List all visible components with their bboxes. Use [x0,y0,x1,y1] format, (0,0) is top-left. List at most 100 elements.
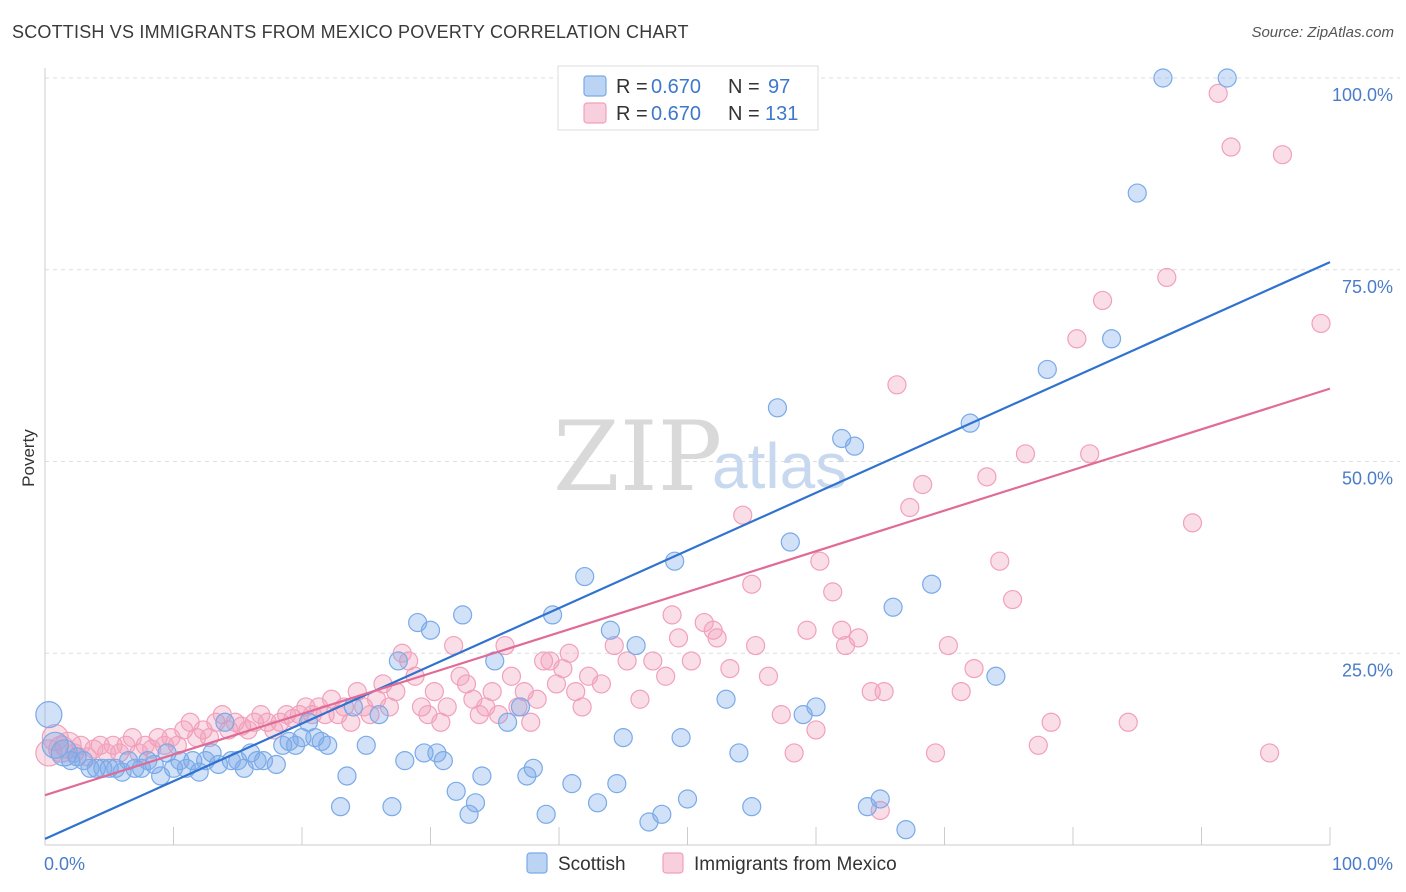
scottish-point-37 [285,735,306,755]
mexico-point-131 [1272,145,1293,165]
scottish-point-83 [767,398,788,418]
scottish-point-70 [587,793,608,813]
chart-source: Source: ZipAtlas.com [1251,24,1394,41]
legend-r-label-mexico: R = [616,103,648,125]
watermark: ZIP atlas [553,401,847,513]
mexico-point-96 [720,658,740,679]
scottish-point-25 [202,743,222,763]
mexico-point-90 [656,666,676,686]
scottish-point-93 [922,574,942,594]
mexico-point-113 [938,635,958,656]
scottish-point-72 [607,774,627,794]
bottom-legend-swatch-scottish [526,852,548,874]
scottish-point-81 [729,743,749,763]
bottom-legend-label-mexico: Immigrants from Mexico [694,854,897,875]
mexico-point-104 [823,582,843,602]
legend-bottom: Scottish Immigrants from Mexico [526,852,897,875]
scottish-point-68 [562,774,582,794]
scottish-point-47 [369,705,389,725]
legend-n-label-scottish: N = [728,76,760,98]
scottish-point-2 [50,739,78,767]
mexico-point-135 [806,720,826,740]
mexico-point-114 [951,681,971,702]
y-tick-label-0: 25.0% [1342,660,1393,680]
scottish-point-84 [780,532,800,552]
scottish-point-74 [626,635,646,656]
x-tick-label-left: 0.0% [44,854,85,874]
scottish-point-50 [395,751,415,771]
scottish-point-66 [536,804,556,824]
mexico-point-130 [1260,743,1280,763]
scottish-point-55 [433,751,453,771]
mexico-point-36 [270,712,290,732]
legend-r-value-scottish: 0.670 [651,76,701,98]
mexico-point-88 [630,689,650,709]
mexico-point-75 [521,712,541,732]
scottish-point-46 [356,735,376,755]
mexico-point-16 [142,739,162,759]
mexico-point-122 [1067,329,1087,349]
scottish-point-60 [472,766,492,786]
trend-lines [44,261,1331,840]
scottish-point-27 [215,712,235,732]
mexico-point-123 [1080,444,1100,464]
scottish-point-33 [253,751,274,771]
mexico-point-103 [810,551,830,571]
scottish-point-57 [453,605,473,625]
mexico-point-115 [964,658,984,679]
scottish-point-78 [671,728,691,748]
scottish-point-59 [465,793,486,813]
mexico-point-47 [341,712,361,732]
scottish-point-98 [1127,183,1147,203]
legend-n-value-scottish: 97 [768,76,790,98]
chart-title: SCOTTISH VS IMMIGRANTS FROM MEXICO POVER… [12,22,689,42]
scottish-point-79 [677,789,698,809]
mexico-point-126 [1157,267,1177,288]
scottish-point-1 [41,731,69,759]
mexico-point-112 [925,743,946,763]
scottish-point-92 [896,820,916,840]
scottish-point-49 [388,651,408,671]
scottish-point-80 [716,689,736,709]
scottish-point-32 [247,751,267,771]
scottish-point-76 [652,804,672,824]
scottish-point-56 [446,781,466,801]
bottom-legend-label-scottish: Scottish [558,854,626,875]
y-tick-label-1: 50.0% [1342,469,1393,489]
scottish-point-73 [613,728,633,748]
scottish-point-99 [1153,68,1173,88]
mexico-point-77 [533,651,554,671]
mexico-point-33 [251,705,271,725]
bottom-legend-swatch-mexico [662,852,684,874]
scottish-trend-line [44,261,1331,840]
mexico-point-99 [758,666,779,686]
legend-n-label-mexico: N = [728,103,760,125]
mexico-point-110 [900,497,920,518]
mexico-point-128 [1208,83,1228,103]
mexico-point-72 [501,666,522,686]
scottish-point-69 [575,566,595,587]
mexico-point-100 [771,705,791,725]
mexico-point-89 [643,651,663,671]
scottish-point-91 [883,597,903,617]
mexico-point-134 [832,620,852,640]
legend-swatch-mexico [583,102,607,124]
scottish-point-11 [112,762,132,782]
scottish-point-100 [1217,68,1237,88]
mexico-point-121 [1041,712,1061,732]
mexico-point-64 [450,666,470,686]
scottish-point-63 [510,697,531,717]
mexico-point-116 [977,467,997,487]
mexico-point-91 [662,605,682,625]
mexico-point-127 [1182,513,1203,533]
mexico-point-132 [1311,313,1331,334]
legend-r-value-mexico: 0.670 [651,103,701,125]
mexico-point-102 [797,620,817,640]
scottish-point-42 [318,735,338,755]
mexico-point-81 [559,643,579,663]
legend-top: R = 0.670 N = 97 R = 0.670 N = 131 [557,65,819,131]
scottish-point-58 [459,804,479,824]
watermark-zip: ZIP [553,401,722,513]
scottish-point-82 [742,797,762,817]
